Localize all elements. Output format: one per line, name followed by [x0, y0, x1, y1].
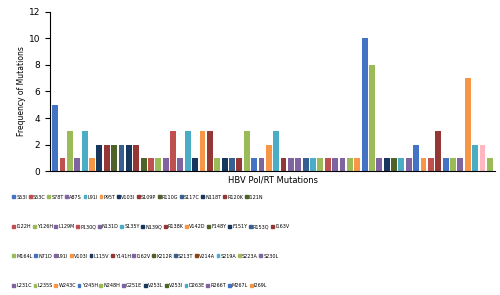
Bar — [273, 131, 279, 171]
Bar — [229, 158, 235, 171]
Bar — [340, 158, 345, 171]
X-axis label: HBV Pol/RT Mutations: HBV Pol/RT Mutations — [228, 175, 318, 184]
Bar — [398, 158, 404, 171]
Bar — [325, 158, 330, 171]
Bar — [244, 131, 250, 171]
Bar — [148, 158, 154, 171]
Bar — [318, 158, 324, 171]
Bar — [222, 158, 228, 171]
Bar — [200, 131, 205, 171]
Bar — [185, 131, 190, 171]
Bar — [428, 158, 434, 171]
Bar — [472, 145, 478, 171]
Bar — [74, 158, 80, 171]
Bar — [310, 158, 316, 171]
Bar — [251, 158, 257, 171]
Bar — [436, 131, 441, 171]
Bar — [288, 158, 294, 171]
Bar — [82, 131, 87, 171]
Bar — [156, 158, 161, 171]
Legend: S53I, S53C, S78T, A87S, L91I, P95T, V103I, S109P, R110G, S117C, N118T, R120K, I1: S53I, S53C, S78T, A87S, L91I, P95T, V103… — [12, 195, 264, 200]
Bar — [89, 158, 95, 171]
Bar — [140, 158, 146, 171]
Bar — [302, 158, 308, 171]
Bar — [280, 158, 286, 171]
Bar — [391, 158, 397, 171]
Legend: L231C, L235S, W243C, Y245H, N248H, G251E, V253L, V253I, D263E, R266T, M267L, I26: L231C, L235S, W243C, Y245H, N248H, G251E… — [12, 283, 268, 288]
Bar — [384, 158, 390, 171]
Bar — [214, 158, 220, 171]
Bar — [458, 158, 464, 171]
Bar — [442, 158, 448, 171]
Bar — [178, 158, 184, 171]
Bar — [170, 131, 176, 171]
Legend: I122H, Y126H, L129M, P130Q, N131D, S135Y, N139Q, R138K, V142D, F148Y, F151Y, R15: I122H, Y126H, L129M, P130Q, N131D, S135Y… — [12, 224, 289, 229]
Bar — [354, 158, 360, 171]
Y-axis label: Frequency of Mutations: Frequency of Mutations — [17, 47, 26, 136]
Bar — [362, 38, 368, 171]
Bar — [134, 145, 139, 171]
Bar — [406, 158, 411, 171]
Bar — [236, 158, 242, 171]
Bar — [192, 158, 198, 171]
Bar — [480, 145, 486, 171]
Bar — [96, 145, 102, 171]
Bar — [60, 158, 66, 171]
Bar — [258, 158, 264, 171]
Bar — [465, 78, 470, 171]
Bar — [266, 145, 272, 171]
Bar — [104, 145, 110, 171]
Bar — [347, 158, 353, 171]
Bar — [487, 158, 493, 171]
Bar — [332, 158, 338, 171]
Legend: M164L, N71D, L91I, V103I, L115V, Y141H, I162V, K212R, S213T, V214A, S219A, S223A: M164L, N71D, L91I, V103I, L115V, Y141H, … — [12, 254, 279, 259]
Bar — [207, 131, 213, 171]
Bar — [52, 105, 58, 171]
Bar — [118, 145, 124, 171]
Bar — [413, 145, 419, 171]
Bar — [296, 158, 301, 171]
Bar — [67, 131, 73, 171]
Bar — [420, 158, 426, 171]
Bar — [162, 158, 168, 171]
Bar — [369, 65, 375, 171]
Bar — [126, 145, 132, 171]
Bar — [111, 145, 117, 171]
Bar — [376, 158, 382, 171]
Bar — [450, 158, 456, 171]
